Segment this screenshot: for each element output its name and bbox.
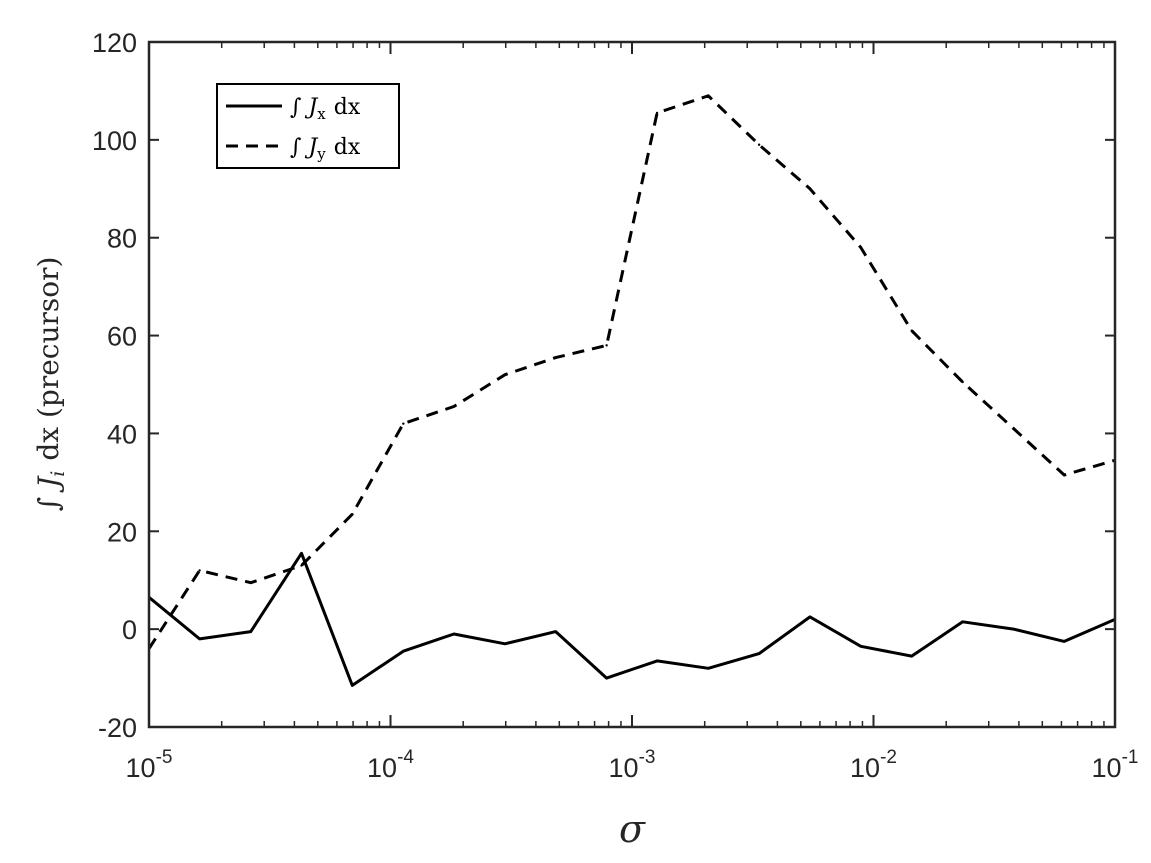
series-point-jy bbox=[402, 422, 405, 425]
series-point-jx bbox=[452, 632, 456, 636]
series-point-jy bbox=[198, 569, 201, 572]
series-point-jx bbox=[961, 620, 964, 624]
series-point-jx bbox=[351, 684, 354, 687]
series-line-jy bbox=[149, 94, 1115, 650]
series-point-jy bbox=[300, 564, 303, 567]
y-axis-title-sub: i bbox=[47, 471, 69, 477]
legend-label-jx-tail: dx bbox=[334, 95, 361, 120]
series-line-jx bbox=[149, 551, 1115, 687]
series-point-jy bbox=[707, 94, 710, 98]
x-ticks: 10-5 10-4 10-3 10-2 10-1 bbox=[126, 42, 1139, 783]
legend-label-jx-sub: x bbox=[317, 105, 326, 123]
series-point-jy bbox=[452, 405, 456, 408]
series-point-jx bbox=[707, 667, 710, 670]
series-point-jy bbox=[503, 373, 507, 376]
series-point-jx bbox=[503, 642, 507, 646]
series-point-jx bbox=[605, 676, 608, 680]
x-tick-label-base: 10 bbox=[367, 753, 397, 783]
x-tick-label-base: 10 bbox=[609, 753, 639, 783]
series-point-jy bbox=[910, 329, 913, 332]
series-point-jy bbox=[1062, 473, 1066, 477]
legend-label-jx-main: ∫ J bbox=[290, 95, 318, 120]
y-ticks: -20 0 20 40 60 80 100 120 bbox=[92, 28, 1115, 743]
legend-label-jy-main: ∫ J bbox=[290, 135, 318, 160]
x-tick-label: 10-1 bbox=[1092, 747, 1139, 783]
series-point-jy bbox=[655, 111, 659, 115]
x-tick-label: 10-5 bbox=[126, 747, 173, 783]
y-tick-label: 60 bbox=[107, 322, 137, 352]
series-point-jx bbox=[910, 654, 913, 658]
legend-label-jy-sub: y bbox=[316, 145, 326, 163]
legend-entry-jx: ∫ Jx dx bbox=[226, 95, 361, 123]
series-point-jx bbox=[554, 630, 557, 633]
y-axis-title-tail: dx (precursor) bbox=[32, 257, 65, 461]
series-point-jy bbox=[859, 246, 863, 249]
series-point-jx bbox=[808, 615, 812, 619]
series-point-jx bbox=[249, 630, 253, 633]
series-point-jx bbox=[859, 645, 863, 648]
x-tick-label: 10-2 bbox=[850, 747, 897, 783]
y-axis-title: ∫ Ji dx (precursor) bbox=[32, 257, 69, 512]
y-tick-label: 0 bbox=[122, 615, 137, 645]
series-point-jx bbox=[402, 649, 405, 653]
series-layer bbox=[149, 94, 1115, 687]
series-point-jx bbox=[655, 659, 659, 663]
series-point-jy bbox=[605, 344, 608, 347]
y-axis-title-main: ∫ J bbox=[32, 475, 65, 511]
series-point-jx bbox=[1062, 640, 1066, 643]
series-point-jy bbox=[249, 581, 253, 584]
series-point-jy bbox=[961, 380, 964, 384]
x-tick-label-base: 10 bbox=[126, 753, 156, 783]
x-tick-label-exponent: -3 bbox=[639, 747, 656, 768]
y-tick-label: 100 bbox=[92, 126, 137, 156]
series-point-jy bbox=[351, 512, 354, 516]
series-point-jx bbox=[757, 652, 761, 655]
x-tick-label-exponent: -5 bbox=[156, 747, 173, 768]
series-point-jy bbox=[1012, 427, 1015, 430]
series-point-jy bbox=[554, 356, 557, 359]
y-tick-label: 40 bbox=[107, 419, 137, 449]
x-tick-label-base: 10 bbox=[850, 753, 880, 783]
series-point-jx bbox=[1012, 627, 1015, 631]
series-point-jx bbox=[300, 552, 303, 555]
x-tick-label-exponent: -2 bbox=[880, 747, 897, 768]
x-axis-title: σ bbox=[619, 807, 646, 851]
legend-label-jy-tail: dx bbox=[334, 135, 361, 160]
x-tick-label-exponent: -1 bbox=[1122, 747, 1139, 768]
plot-frame bbox=[147, 40, 1117, 729]
y-tick-label: 120 bbox=[92, 28, 137, 58]
y-tick-label: 80 bbox=[107, 224, 137, 254]
legend-label-jx: ∫ Jx dx bbox=[290, 95, 361, 123]
legend-box bbox=[216, 83, 400, 169]
x-tick-label-exponent: -4 bbox=[397, 747, 414, 768]
series-point-jy bbox=[808, 187, 812, 190]
x-tick-label: 10-3 bbox=[609, 747, 656, 783]
x-tick-label: 10-4 bbox=[367, 747, 414, 783]
legend: ∫ Jx dx ∫ Jy dx bbox=[216, 83, 400, 169]
y-tick-label: 20 bbox=[107, 517, 137, 547]
x-tick-label-base: 10 bbox=[1092, 753, 1122, 783]
y-tick-label: -20 bbox=[98, 713, 137, 743]
series-point-jx bbox=[198, 637, 201, 641]
legend-entry-jy: ∫ Jy dx bbox=[226, 135, 361, 163]
legend-label-jy: ∫ Jy dx bbox=[290, 135, 361, 163]
series-point-jy bbox=[757, 143, 761, 146]
